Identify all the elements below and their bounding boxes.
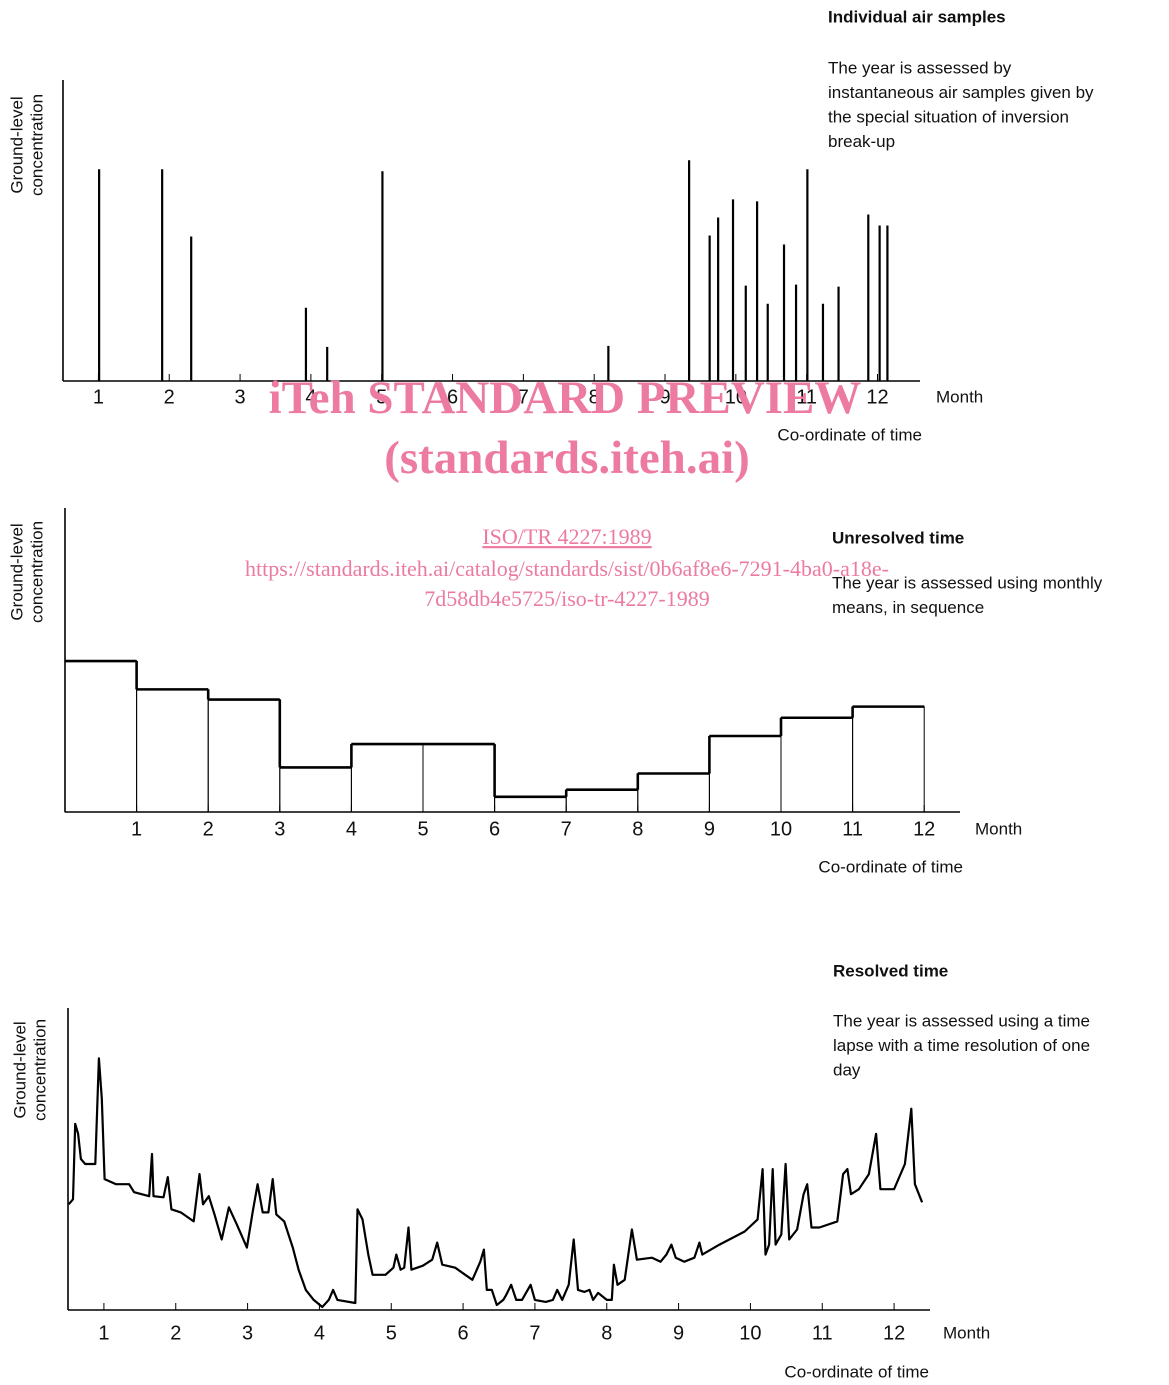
- x-tick-label: 3: [274, 818, 285, 840]
- month-bar: [422, 743, 496, 813]
- x-axis-label: Co-ordinate of time: [784, 1362, 929, 1381]
- x-axis-unit: Month: [943, 1323, 990, 1342]
- x-tick-label: 2: [164, 386, 175, 408]
- watermark-subtitle: (standards.iteh.ai): [384, 432, 750, 484]
- month-bar: [279, 766, 352, 813]
- description: The year is assessed using monthly: [832, 573, 1103, 592]
- description: the special situation of inversion: [828, 107, 1069, 126]
- x-tick-label: 11: [842, 818, 863, 840]
- month-bar: [494, 796, 567, 813]
- month-bar: [565, 789, 639, 813]
- x-tick-label: 4: [314, 1322, 325, 1344]
- x-tick-label: 1: [98, 1322, 109, 1344]
- watermark-url[interactable]: https://standards.iteh.ai/catalog/standa…: [245, 556, 889, 581]
- chart-title: Individual air samples: [828, 7, 1006, 26]
- x-tick-label: 2: [170, 1322, 181, 1344]
- x-tick-label: 5: [417, 818, 428, 840]
- chart-title: Resolved time: [833, 961, 948, 980]
- x-tick-label: 7: [518, 386, 529, 408]
- daily-line: [67, 1057, 924, 1309]
- x-axis-unit: Month: [936, 387, 983, 406]
- month-bar: [708, 735, 782, 813]
- x-tick-label: 12: [866, 386, 888, 408]
- month-bar: [637, 772, 710, 813]
- chart-title: Unresolved time: [832, 528, 964, 547]
- month-bar: [136, 688, 209, 813]
- x-tick-label: 7: [529, 1322, 540, 1344]
- x-tick-label: 4: [305, 386, 316, 408]
- month-bar: [64, 660, 138, 813]
- x-tick-label: 4: [346, 818, 357, 840]
- month-bar: [780, 717, 854, 813]
- watermark-title: iTeh STANDARD PREVIEW: [269, 372, 862, 424]
- month-bar: [207, 699, 281, 813]
- x-tick-label: 11: [812, 1322, 833, 1344]
- description: means, in sequence: [832, 598, 984, 617]
- x-tick-label: 10: [770, 818, 792, 840]
- y-axis-label: concentration: [27, 521, 46, 623]
- month-bar: [852, 706, 925, 813]
- y-axis-label: concentration: [30, 1019, 49, 1121]
- x-tick-label: 5: [376, 386, 387, 408]
- x-tick-label: 1: [93, 386, 104, 408]
- x-tick-label: 9: [673, 1322, 684, 1344]
- description: The year is assessed by: [828, 58, 1012, 77]
- x-tick-label: 8: [589, 386, 600, 408]
- x-tick-label: 6: [489, 818, 500, 840]
- x-tick-label: 12: [883, 1322, 905, 1344]
- x-tick-label: 8: [632, 818, 643, 840]
- x-tick-label: 6: [458, 1322, 469, 1344]
- x-tick-label: 2: [203, 818, 214, 840]
- x-axis-unit: Month: [975, 819, 1022, 838]
- x-tick-label: 8: [601, 1322, 612, 1344]
- description: instantaneous air samples given by: [828, 83, 1094, 102]
- x-tick-label: 3: [242, 1322, 253, 1344]
- month-bar: [350, 743, 424, 813]
- description: The year is assessed using a time: [833, 1011, 1090, 1030]
- x-tick-label: 7: [561, 818, 572, 840]
- y-axis-label: Ground-level: [7, 96, 26, 193]
- description: lapse with a time resolution of one: [833, 1036, 1090, 1055]
- charts: Individual air samples The year is assess…: [7, 7, 1102, 1381]
- x-axis-label: Co-ordinate of time: [818, 857, 963, 876]
- x-tick-label: 10: [739, 1322, 761, 1344]
- x-tick-label: 11: [796, 386, 817, 408]
- x-tick-label: 9: [704, 818, 715, 840]
- x-tick-label: 10: [725, 386, 747, 408]
- x-tick-label: 9: [659, 386, 670, 408]
- watermark-url[interactable]: 7d58db4e5725/iso-tr-4227-1989: [424, 586, 710, 611]
- description: break-up: [828, 132, 895, 151]
- x-axis-label: Co-ordinate of time: [777, 425, 922, 444]
- x-tick-label: 3: [235, 386, 246, 408]
- x-tick-label: 6: [447, 386, 458, 408]
- y-axis-label: concentration: [27, 94, 46, 196]
- watermark: iTeh STANDARD PREVIEW (standards.iteh.ai…: [245, 372, 889, 611]
- y-axis-label: Ground-level: [7, 523, 26, 620]
- description: day: [833, 1060, 861, 1079]
- y-axis-label: Ground-level: [10, 1021, 29, 1118]
- x-tick-label: 12: [913, 818, 935, 840]
- x-tick-label: 1: [131, 818, 142, 840]
- x-tick-label: 5: [386, 1322, 397, 1344]
- watermark-link[interactable]: ISO/TR 4227:1989: [482, 524, 651, 549]
